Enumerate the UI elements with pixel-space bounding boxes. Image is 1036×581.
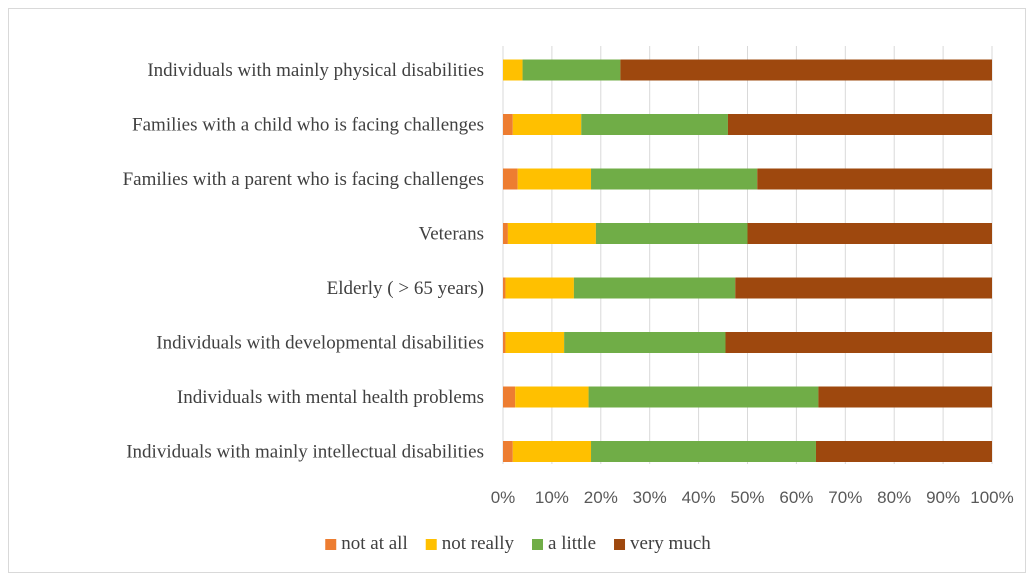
bar-segment-not-at-all — [503, 277, 506, 299]
bar-segment-not-really — [507, 223, 596, 244]
x-tick-label: 90% — [926, 488, 960, 507]
bar-segment-very-much — [735, 277, 992, 299]
bar-segment-a-little — [564, 332, 726, 353]
bars — [503, 59, 992, 462]
legend-item-not-really: not really — [425, 533, 515, 554]
legend-swatch — [325, 539, 337, 550]
legend-label: a little — [548, 533, 596, 554]
x-tick-label: 70% — [828, 488, 862, 507]
legend-item-very-much: very much — [614, 533, 711, 554]
bar-segment-very-much — [620, 59, 992, 81]
category-label: Veterans — [419, 224, 484, 245]
bar-segment-not-really — [505, 332, 565, 353]
legend: not at all not really a little very much — [325, 533, 711, 554]
bar-segment-not-at-all — [503, 223, 508, 244]
legend-swatch — [532, 539, 544, 550]
x-tick-label: 10% — [535, 488, 569, 507]
bar-segment-a-little — [591, 441, 816, 462]
category-label: Individuals with mainly intellectual dis… — [126, 442, 484, 463]
bar-segment-not-really — [503, 59, 523, 81]
bar-segment-a-little — [573, 277, 736, 299]
x-tick-label: 40% — [682, 488, 716, 507]
x-tick-labels: 0% 10% 20% 30% 40% 50% 60% 70% 80% 90% 100% — [491, 488, 1014, 507]
legend-swatch — [614, 539, 626, 550]
bar-segment-a-little — [588, 386, 819, 408]
bar-segment-not-at-all — [503, 332, 506, 353]
bar-segment-not-at-all — [503, 114, 513, 135]
category-labels: Individuals with mainly physical disabil… — [123, 60, 484, 463]
x-tick-label: 50% — [730, 488, 764, 507]
bar-segment-very-much — [757, 168, 992, 190]
legend-label: not at all — [341, 533, 407, 554]
bar-segment-a-little — [522, 59, 621, 81]
category-label: Individuals with mental health problems — [177, 387, 484, 408]
bar-segment-not-really — [505, 277, 574, 299]
bar-segment-not-really — [517, 168, 592, 190]
x-tick-label: 60% — [779, 488, 813, 507]
category-label: Individuals with mainly physical disabil… — [147, 60, 484, 81]
x-tick-label: 80% — [877, 488, 911, 507]
x-tick-label: 100% — [970, 488, 1013, 507]
bar-segment-a-little — [595, 223, 748, 244]
bar-segment-not-at-all — [503, 168, 518, 190]
x-tick-label: 30% — [633, 488, 667, 507]
legend-swatch — [425, 539, 437, 550]
x-tick-label: 20% — [584, 488, 618, 507]
legend-item-not-at-all: not at all — [325, 533, 408, 554]
bar-segment-very-much — [727, 114, 992, 135]
bar-segment-very-much — [747, 223, 992, 244]
legend-label: very much — [630, 533, 711, 554]
bar-segment-not-really — [515, 386, 589, 408]
category-label: Elderly ( > 65 years) — [327, 278, 484, 299]
bar-segment-a-little — [581, 114, 728, 135]
bar-segment-very-much — [815, 441, 992, 462]
bar-segment-not-at-all — [503, 386, 516, 408]
bar-segment-very-much — [725, 332, 992, 353]
bar-segment-not-really — [512, 114, 582, 135]
category-label: Individuals with developmental disabilit… — [156, 333, 484, 354]
legend-label: not really — [442, 533, 515, 554]
category-label: Families with a child who is facing chal… — [132, 115, 484, 136]
bar-segment-very-much — [818, 386, 992, 408]
bar-segment-a-little — [591, 168, 758, 190]
category-label: Families with a parent who is facing cha… — [123, 169, 484, 190]
legend-item-a-little: a little — [532, 533, 596, 554]
x-tick-label: 0% — [491, 488, 516, 507]
bar-segment-not-at-all — [503, 441, 513, 462]
bar-segment-not-really — [512, 441, 592, 462]
